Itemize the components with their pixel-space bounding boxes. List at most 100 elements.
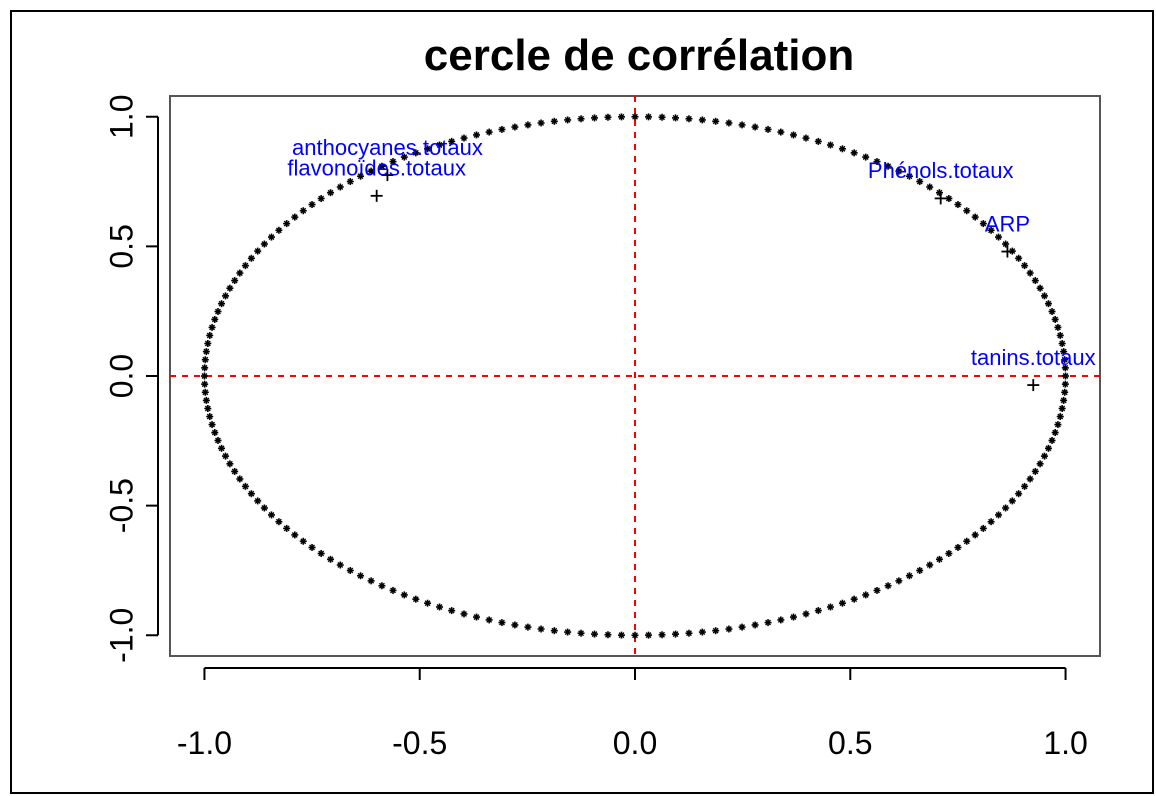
circle-marker (802, 610, 810, 618)
x-tick-label: 0.5 (828, 725, 872, 761)
circle-marker (357, 572, 365, 580)
circle-marker (1058, 340, 1066, 348)
circle-marker (862, 591, 870, 599)
circle-marker (1021, 262, 1029, 270)
circle-marker (291, 213, 299, 221)
circle-marker (1061, 364, 1069, 372)
circle-marker (1061, 356, 1069, 364)
circle-marker (1056, 331, 1064, 339)
circle-marker (850, 595, 858, 603)
circle-marker (201, 380, 209, 388)
y-tick-label: 0.5 (103, 224, 139, 268)
circle-marker (1015, 490, 1023, 498)
circle-marker (202, 348, 210, 356)
circle-marker (389, 158, 397, 166)
circle-marker (400, 153, 408, 161)
circle-marker (208, 323, 216, 331)
circle-marker (905, 572, 913, 580)
circle-marker (327, 555, 335, 563)
circle-marker (995, 233, 1003, 241)
circle-marker (963, 537, 971, 545)
circle-marker (218, 444, 226, 452)
circle-marker (971, 531, 979, 539)
circle-marker (685, 115, 693, 123)
circle-marker (564, 628, 572, 636)
circle-marker (1044, 300, 1052, 308)
circle-marker (436, 141, 444, 149)
circle-marker (873, 586, 881, 594)
circle-marker (214, 308, 222, 316)
circle-marker (789, 613, 797, 621)
circle-marker (511, 621, 519, 629)
y-tick-label: 0.0 (103, 354, 139, 398)
circle-marker (826, 141, 834, 149)
circle-marker (954, 201, 962, 209)
circle-marker (725, 625, 733, 633)
circle-marker (916, 178, 924, 186)
circle-marker (1036, 460, 1044, 468)
y-axis: -1.0 -0.5 0.0 0.5 1.0 (103, 94, 159, 663)
circle-marker (789, 131, 797, 139)
circle-marker (436, 603, 444, 611)
circle-marker (979, 524, 987, 532)
circle-marker (963, 207, 971, 215)
circle-marker (1060, 396, 1068, 404)
circle-marker (317, 195, 325, 203)
circle-marker (241, 482, 249, 490)
circle-marker (214, 436, 222, 444)
circle-marker (971, 213, 979, 221)
circle-marker (226, 460, 234, 468)
circle-marker (537, 119, 545, 127)
circle-marker (916, 566, 924, 574)
circle-marker (1031, 277, 1039, 285)
circle-marker (524, 623, 532, 631)
circle-marker (1060, 348, 1068, 356)
circle-marker (945, 549, 953, 557)
circle-marker (275, 226, 283, 234)
circle-marker (698, 628, 706, 636)
circle-marker (590, 114, 598, 122)
circle-marker (201, 364, 209, 372)
circle-marker (367, 167, 375, 175)
circle-marker (826, 603, 834, 611)
circle-marker (1040, 452, 1048, 460)
circle-marker (231, 467, 239, 475)
circle-marker (283, 524, 291, 532)
circle-marker (524, 121, 532, 129)
variable-points (370, 169, 1040, 392)
circle-marker (604, 631, 612, 639)
circle-marker (631, 631, 639, 639)
circle-marker (645, 113, 653, 121)
circle-marker (202, 396, 210, 404)
circle-marker (777, 128, 785, 136)
circle-marker (802, 134, 810, 142)
circle-marker (299, 207, 307, 215)
circle-marker (577, 629, 585, 637)
circle-marker (204, 404, 212, 412)
circle-marker (1008, 497, 1016, 505)
circle-marker (685, 629, 693, 637)
circle-marker (201, 356, 209, 364)
circle-marker (1026, 475, 1034, 483)
circle-marker (1048, 436, 1056, 444)
circle-marker (448, 607, 456, 615)
x-tick-label: 0.0 (613, 725, 657, 761)
circle-marker (1036, 284, 1044, 292)
circle-marker (672, 630, 680, 638)
circle-marker (299, 537, 307, 545)
circle-marker (498, 619, 506, 627)
circle-marker (211, 429, 219, 437)
circle-marker (208, 421, 216, 429)
variable-point (370, 189, 383, 202)
figure-frame: cercle de corrélation -1.0 -0.5 0.0 0.5 1.0 … (10, 10, 1154, 794)
circle-marker (645, 631, 653, 639)
circle-marker (378, 162, 386, 170)
circle-marker (254, 497, 262, 505)
circle-marker (884, 162, 892, 170)
circle-marker (814, 607, 822, 615)
circle-marker (712, 627, 720, 635)
circle-marker (412, 595, 420, 603)
circle-marker (485, 128, 493, 136)
circle-marker (275, 518, 283, 526)
circle-marker (935, 555, 943, 563)
